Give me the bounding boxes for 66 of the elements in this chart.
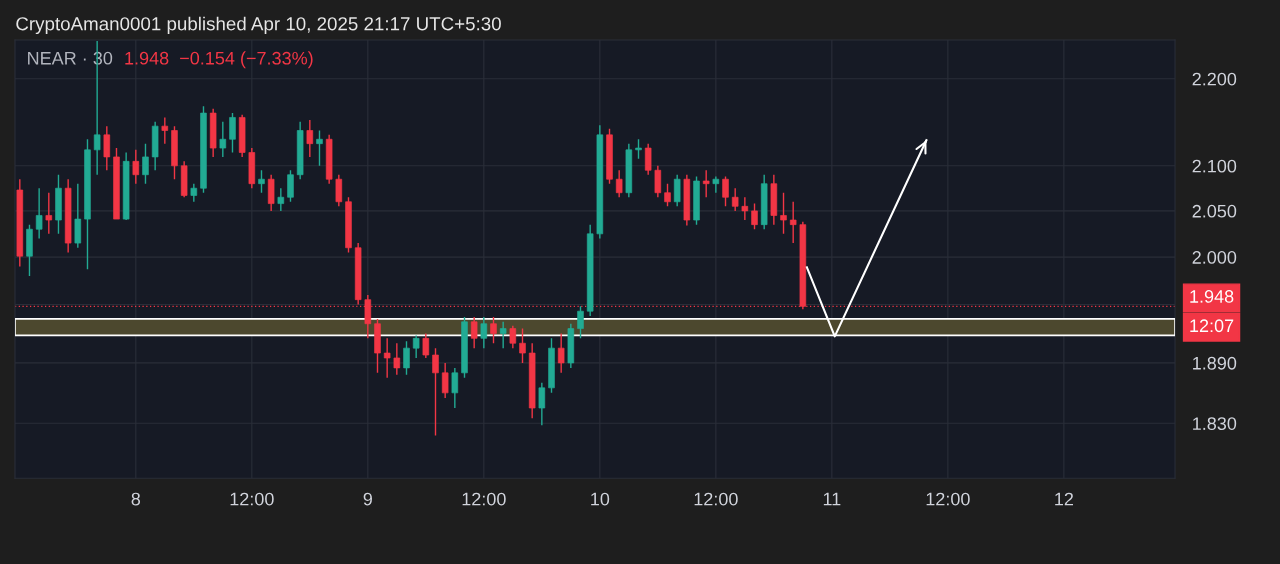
x-tick-label: 12:00 <box>230 492 274 506</box>
candlestick <box>577 305 584 340</box>
y-tick-label: 2.200 <box>1192 72 1237 86</box>
candlestick <box>499 321 507 349</box>
candlestick <box>557 332 565 374</box>
candlestick <box>335 174 343 208</box>
candlestick <box>490 316 497 344</box>
candlestick <box>509 324 517 349</box>
candlestick <box>219 121 227 158</box>
candlestick <box>480 316 488 349</box>
x-tick-label: 12:00 <box>462 492 506 506</box>
candlestick <box>412 334 420 359</box>
candlestick <box>74 183 82 249</box>
candlestick <box>635 138 642 160</box>
candlestick <box>644 142 652 176</box>
candlestick <box>258 169 265 194</box>
candlestick <box>422 332 430 359</box>
candlestick <box>722 175 729 208</box>
y-tick-label: 2.050 <box>1192 204 1237 218</box>
candlestick <box>731 187 739 212</box>
x-tick-label: 11 <box>823 492 841 506</box>
candlestick <box>45 192 53 235</box>
candlestick <box>277 187 285 212</box>
candlestick <box>35 187 43 240</box>
ref-line-label: 1.948 <box>1190 290 1234 303</box>
candlestick <box>441 362 449 399</box>
candlestick <box>306 119 314 158</box>
candlestick <box>287 169 294 203</box>
candlestick <box>403 340 410 376</box>
candlestick <box>432 347 439 437</box>
candlestick <box>615 169 623 198</box>
candlestick <box>316 129 323 167</box>
x-tick-label: 10 <box>591 492 610 506</box>
candlestick <box>470 316 478 349</box>
x-tick-label: 9 <box>363 492 372 506</box>
candlestick <box>538 382 546 427</box>
candlestick <box>393 342 401 376</box>
candlestick <box>664 183 671 208</box>
candlestick <box>712 175 720 194</box>
candlestick <box>519 327 526 364</box>
x-tick-label: 12:00 <box>694 492 738 506</box>
candlestick <box>673 174 681 208</box>
annotation: 1.948 −0.154 (−7.33%) <box>125 51 313 69</box>
x-tick-label: 8 <box>131 492 141 506</box>
text: 12:07 <box>1190 319 1234 333</box>
y-tick-label: 1.830 <box>1193 417 1237 431</box>
candlestick <box>132 149 140 185</box>
candlestick <box>741 196 749 221</box>
candlestick <box>751 202 758 230</box>
candlestick <box>190 183 198 203</box>
x-tick-label: 12 <box>1055 492 1073 506</box>
candlestick <box>654 165 662 198</box>
candlestick <box>702 169 710 198</box>
x-tick-label: 12:00 <box>926 492 970 506</box>
candlestick <box>103 125 111 171</box>
y-tick-label: 2.100 <box>1192 159 1237 173</box>
candlestick <box>142 142 149 185</box>
candlestick <box>229 112 236 154</box>
y-tick-label: 2.000 <box>1192 251 1237 264</box>
y-tick-label: 1.890 <box>1193 356 1237 370</box>
candlestick <box>451 367 459 409</box>
candlestick <box>161 116 169 145</box>
candlestick <box>780 192 787 235</box>
chart-title: CryptoAman0001 published Apr 10, 2025 21:17 UTC+5:30 <box>16 16 501 35</box>
candlestick <box>383 337 391 379</box>
candlestick <box>789 201 797 244</box>
